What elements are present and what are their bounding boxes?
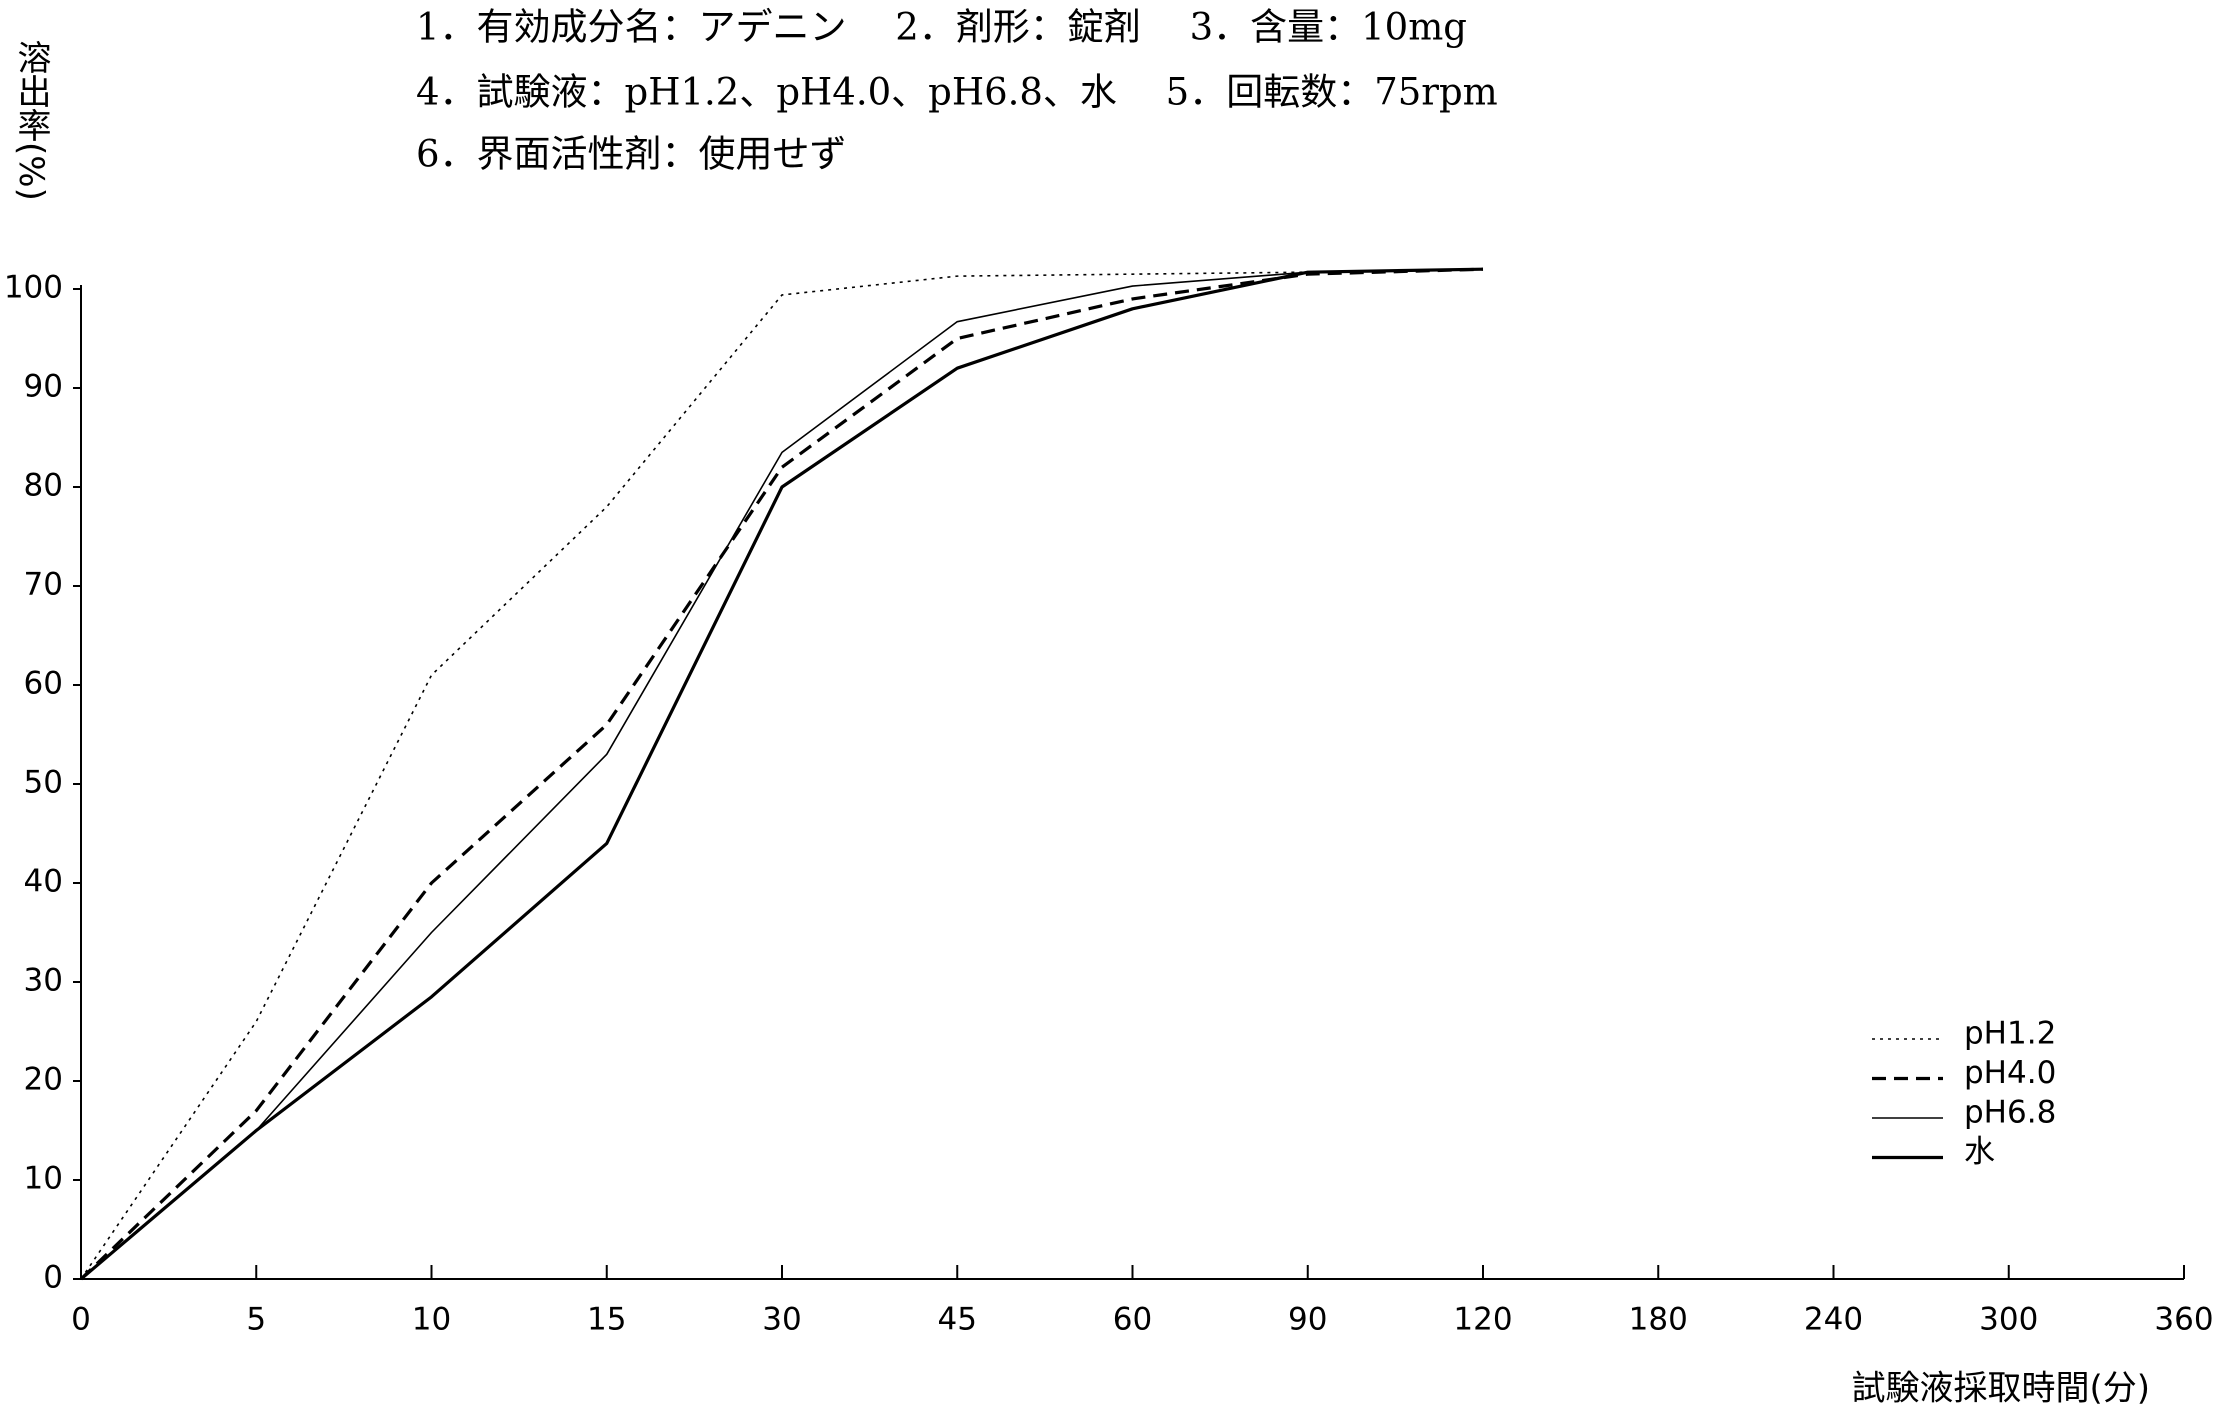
y-tick-label: 50 <box>24 765 63 801</box>
x-tick-label: 15 <box>587 1302 626 1338</box>
y-tick-label: 30 <box>24 963 63 999</box>
x-tick-label: 180 <box>1629 1302 1688 1338</box>
series-line <box>80 268 1484 1280</box>
y-tick-label: 60 <box>24 666 63 702</box>
x-tick-label: 90 <box>1288 1302 1327 1338</box>
series-line <box>80 268 1484 1280</box>
x-tick-label: 30 <box>762 1302 801 1338</box>
y-tick-label: 0 <box>43 1260 63 1296</box>
x-tick-label: 10 <box>412 1302 451 1338</box>
annotation: 1．有効成分名：アデニン 2．剤形：錠剤 3．含量：10mg <box>416 6 1467 49</box>
y-tick-label: 80 <box>24 468 63 504</box>
x-axis-label: 試験液採取時間(分) <box>1851 1369 2150 1409</box>
x-tick-label: 300 <box>1979 1302 2038 1338</box>
x-tick-label: 5 <box>246 1302 266 1338</box>
x-tick-label: 0 <box>71 1302 91 1338</box>
series-line <box>79 267 1484 1281</box>
x-tick-label: 120 <box>1453 1302 1512 1338</box>
legend-label: pH1.2 <box>1964 1016 2056 1052</box>
y-axis-label: 溶出率(%) <box>11 40 51 201</box>
legend-label: pH6.8 <box>1964 1095 2056 1131</box>
legend-label: 水 <box>1964 1134 1995 1170</box>
x-tick-label: 45 <box>938 1302 977 1338</box>
annotation: 6．界面活性剤：使用せず <box>416 133 847 176</box>
x-tick-label: 60 <box>1113 1302 1152 1338</box>
y-tick-label: 90 <box>24 369 63 405</box>
y-tick-label: 100 <box>4 270 63 306</box>
y-tick-label: 20 <box>24 1062 63 1098</box>
y-tick-label: 70 <box>24 567 63 603</box>
y-tick-label: 40 <box>24 864 63 900</box>
y-tick-label: 10 <box>24 1161 63 1197</box>
series-line <box>79 267 1484 1281</box>
legend-label: pH4.0 <box>1964 1055 2056 1091</box>
x-tick-label: 360 <box>2154 1302 2213 1338</box>
x-tick-label: 240 <box>1804 1302 1863 1338</box>
annotation: 4．試験液：pH1.2、pH4.0、pH6.8、水 5．回転数：75rpm <box>416 71 1498 114</box>
